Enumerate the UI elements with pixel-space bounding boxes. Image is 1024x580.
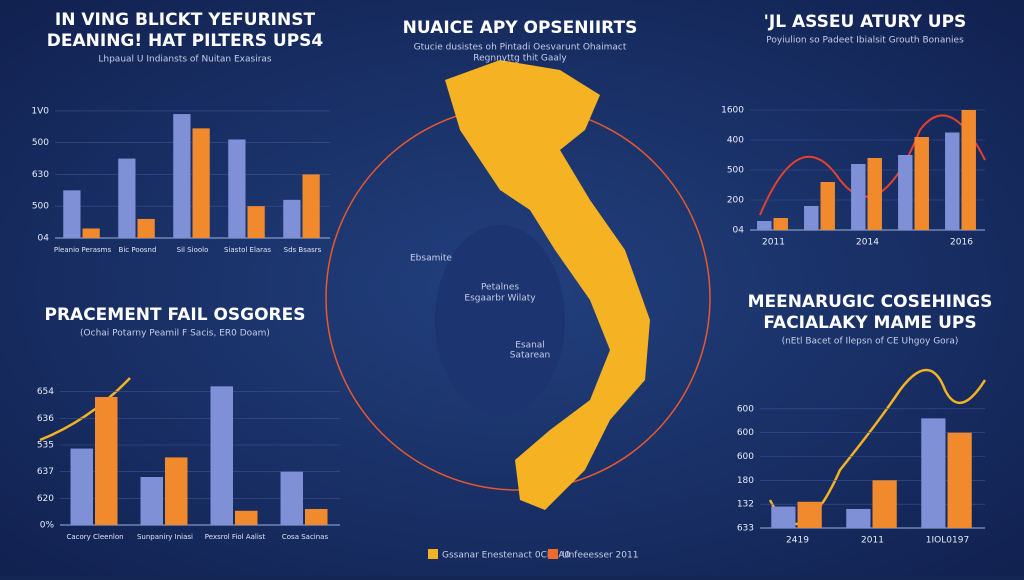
y-tick-label: 600 (737, 452, 754, 462)
bar (804, 206, 819, 230)
x-tick-label: 2011 (861, 536, 884, 546)
y-tick-label: 200 (727, 196, 744, 206)
x-tick-label: 1IOL0197 (926, 536, 969, 546)
bar (771, 506, 796, 528)
x-tick-label: Sil Sioolo (177, 246, 209, 254)
bar (228, 139, 246, 238)
map-subtitle: Regnnyttg thit Gaaly (473, 54, 567, 64)
map-subtitle: Gtucie dusistes oh Pintadi Oesvarunt Oha… (414, 43, 627, 53)
x-tick-label: Pexsrol Fiol Aalist (205, 533, 266, 541)
bar (945, 132, 960, 230)
x-tick-label: Pleanio Perasms (54, 246, 112, 254)
bar (961, 110, 976, 230)
y-tick-label: 500 (32, 202, 49, 212)
bar (947, 432, 972, 528)
bar (192, 128, 210, 238)
bar (302, 174, 320, 238)
bar (280, 471, 303, 525)
y-tick-label: 132 (737, 500, 754, 510)
x-tick-label: Sunpaniry Iniasi (137, 533, 193, 541)
bar (210, 386, 233, 525)
bar (898, 155, 913, 230)
bar (305, 509, 328, 525)
bar (137, 218, 155, 238)
x-tick-label: 2016 (950, 238, 973, 248)
y-tick-label: 636 (37, 414, 54, 424)
y-tick-label: 600 (737, 428, 754, 438)
x-tick-label: Cosa Sacinas (282, 533, 329, 541)
bar (63, 190, 81, 238)
map-title: NUAICE APY OPSENIIRTS (403, 18, 638, 38)
trend-curve (39, 377, 131, 442)
bar (797, 501, 822, 528)
legend-label: Gssanar Enestenact 0CE0A0 (442, 551, 570, 561)
panel-subtitle: (nEtl Bacet of Ilepsn of CE Uhgoy Gora) (782, 337, 959, 347)
y-tick-label: 600 (737, 404, 754, 414)
x-tick-label: Bic Poosnd (119, 246, 157, 254)
sea-region (435, 225, 565, 415)
x-tick-label: 2011 (762, 238, 785, 248)
y-tick-label: 654 (37, 387, 54, 397)
panel-title: PRACEMENT FAIL OSGORES (44, 305, 305, 325)
panel-subtitle: (Ochai Potarny Peamil F Sacis, ER0 Doam) (80, 329, 270, 339)
bar (283, 199, 301, 238)
bar (82, 228, 100, 238)
y-tick-label: 180 (737, 476, 754, 486)
legend-swatch (428, 549, 438, 559)
bar (235, 510, 258, 525)
legend-label: Unfeeesser 2011 (562, 551, 638, 561)
map-label: Satarean (510, 351, 551, 361)
bar (851, 164, 866, 230)
y-tick-label: 633 (737, 524, 754, 534)
y-tick-label: 620 (37, 494, 54, 504)
y-tick-label: 630 (32, 170, 49, 180)
panel-title: FACIALAKY MAME UPS (763, 313, 976, 333)
y-tick-label: 04 (733, 226, 745, 236)
panel-subtitle: Lhpaual U Indiansts of Nuitan Exasiras (98, 55, 272, 65)
bar (820, 182, 835, 230)
legend-swatch (548, 549, 558, 559)
bar (773, 218, 788, 230)
bar (846, 508, 871, 528)
y-tick-label: 500 (32, 138, 49, 148)
bar (247, 206, 265, 238)
panel-title: 'JL ASSEU ATURY UPS (764, 12, 967, 32)
x-tick-label: 2014 (856, 238, 879, 248)
bar (921, 418, 946, 528)
bar (140, 477, 163, 525)
bar (173, 114, 191, 238)
y-tick-label: 637 (37, 467, 54, 477)
bar (95, 397, 118, 525)
x-tick-label: Cacory Cleenlon (66, 533, 123, 541)
bar (872, 480, 897, 528)
y-tick-label: 0% (40, 521, 55, 531)
y-tick-label: 535 (37, 441, 54, 451)
map: NUAICE APY OPSENIIRTS Gtucie dusistes oh… (403, 18, 638, 361)
panel-title: MEENARUGIC COSEHINGS (748, 292, 993, 312)
map-label: Ebsamite (410, 254, 452, 264)
y-tick-label: 1V0 (31, 106, 49, 116)
bar (70, 448, 93, 525)
map-label: Esanal (515, 341, 545, 351)
panel-title: DEANING! HAT PILTERS UPS4 (47, 31, 324, 51)
bar (118, 158, 136, 238)
x-tick-label: 2419 (786, 536, 809, 546)
bar (914, 137, 929, 230)
y-tick-label: 400 (727, 136, 744, 146)
bar (165, 457, 188, 525)
bar (757, 221, 772, 230)
map-shape (445, 60, 650, 510)
x-tick-label: Sds Bsasrs (284, 246, 322, 254)
map-label: Esgaarbr Wilaty (464, 294, 536, 304)
panel-subtitle: Poyiulion so Padeet Ibialsit Grouth Bona… (766, 36, 964, 46)
y-tick-label: 500 (727, 166, 744, 176)
x-tick-label: Siastol Elaras (224, 246, 271, 254)
bar (867, 158, 882, 230)
y-tick-label: 04 (38, 234, 50, 244)
y-tick-label: 1600 (721, 106, 744, 116)
panel-title: IN VING BLICKT YEFURINST (55, 10, 316, 30)
map-label: Petalnes (481, 283, 519, 293)
